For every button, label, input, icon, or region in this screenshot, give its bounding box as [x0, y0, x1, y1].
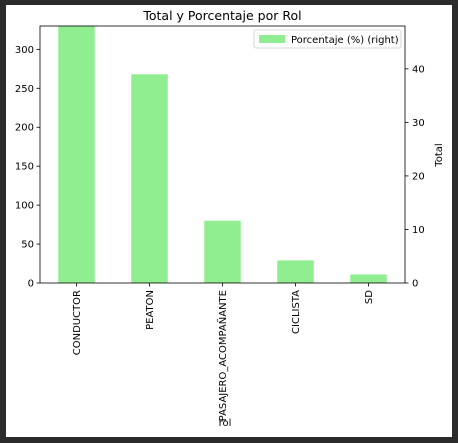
plot-frame — [39, 25, 406, 284]
legend: Porcentaje (%) (right) — [253, 29, 402, 49]
right-tick-label: 20 — [412, 171, 425, 182]
right-tick-label: 0 — [412, 279, 418, 290]
x-tick-label: PASAJERO_ACOMPAÑANTE — [216, 290, 229, 421]
legend-label: Porcentaje (%) (right) — [291, 35, 399, 46]
chart-title: Total y Porcentaje por Rol — [142, 8, 301, 23]
right-axis-ticks: 0 10 20 30 40 — [405, 64, 425, 290]
left-axis-ticks: 0 50 100 150 200 250 300 — [15, 45, 40, 290]
right-tick-label: 30 — [412, 118, 425, 129]
left-tick-label: 150 — [15, 162, 34, 173]
left-tick-label: 250 — [15, 84, 34, 95]
right-tick-label: 40 — [412, 64, 425, 75]
left-tick-label: 100 — [15, 201, 34, 212]
x-tick-label: CONDUCTOR — [72, 290, 83, 355]
x-tick-label: CICLISTA — [291, 290, 302, 334]
left-tick-label: 0 — [28, 279, 34, 290]
bar-chart: 0 50 100 150 200 250 300 0 10 20 30 40 CONDUCTOR PE… — [15, 8, 445, 429]
legend-swatch — [259, 35, 285, 43]
right-tick-label: 10 — [412, 225, 425, 236]
legend-box — [253, 29, 402, 49]
left-tick-label: 200 — [15, 123, 34, 134]
bar-conductor — [58, 26, 95, 283]
bar-pasajero_acompañante — [204, 220, 241, 283]
x-axis-ticks: CONDUCTOR PEATON PASAJERO_ACOMPAÑANTE CICLI… — [72, 283, 375, 421]
x-axis-label: rol — [219, 418, 232, 429]
x-tick-label: SD — [364, 290, 375, 304]
left-tick-label: 50 — [21, 240, 34, 251]
figure-canvas: 0 50 100 150 200 250 300 0 10 20 30 40 CONDUCTOR PE… — [6, 5, 452, 437]
bar-peaton — [131, 74, 168, 283]
bars-layer — [58, 26, 387, 283]
left-tick-label: 300 — [15, 45, 34, 56]
bar-sd — [350, 274, 387, 283]
right-axis-label: Total — [434, 143, 445, 167]
bar-ciclista — [277, 260, 314, 283]
x-tick-label: PEATON — [145, 290, 156, 330]
